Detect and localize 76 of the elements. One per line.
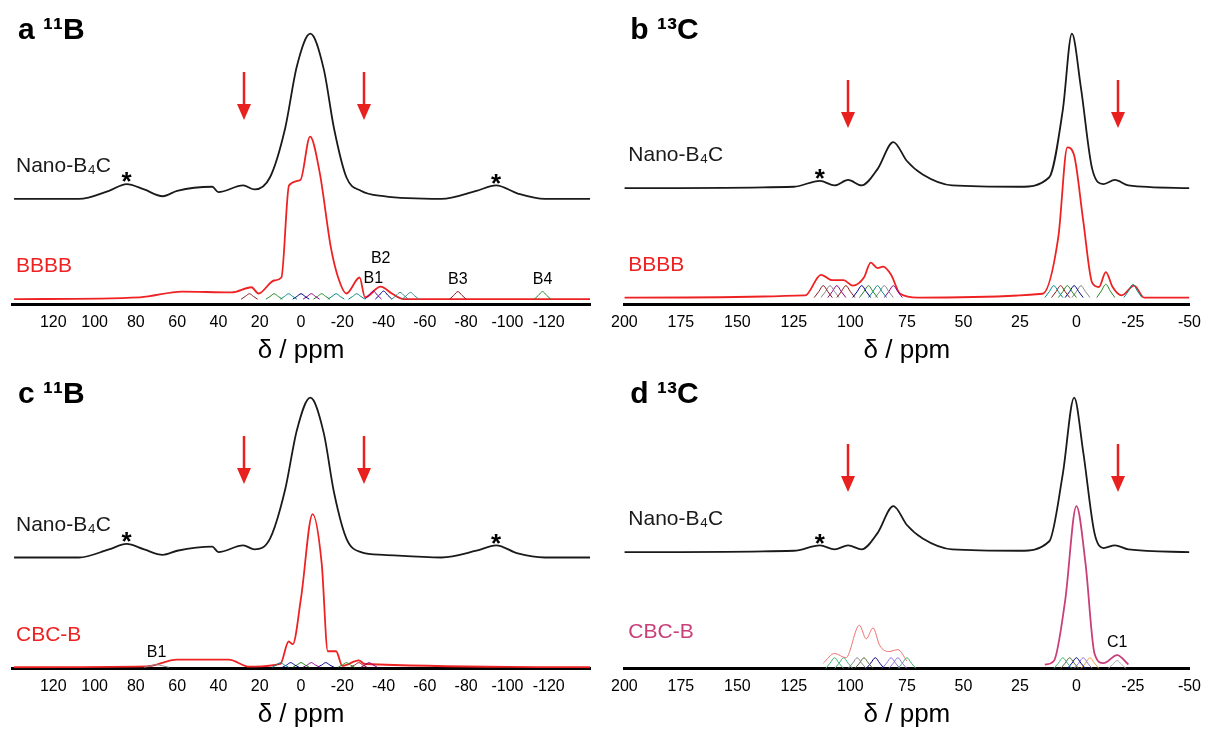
x-tick-label: 125 — [780, 312, 808, 330]
x-tick-label: 150 — [724, 676, 751, 694]
x-tick-label: 125 — [780, 676, 808, 694]
series-label: Nano-B₄C — [628, 506, 724, 530]
chart-title: a ¹¹B — [18, 12, 85, 46]
x-tick-label: -100 — [491, 312, 524, 330]
annotation: B2 — [370, 249, 391, 267]
annotation: * — [121, 166, 133, 197]
x-tick-label: -120 — [532, 676, 565, 694]
x-tick-label: -25 — [1121, 676, 1145, 694]
x-tick-label: 0 — [1071, 312, 1081, 330]
x-tick-label: 100 — [81, 312, 109, 330]
chart-title: c ¹¹B — [18, 376, 85, 410]
x-tick-label: 60 — [168, 312, 187, 330]
annotation: * — [814, 527, 826, 558]
x-tick-label: 80 — [126, 676, 145, 694]
x-tick-label: -80 — [454, 676, 478, 694]
x-tick-label: 120 — [39, 676, 67, 694]
x-tick-label: 200 — [611, 676, 638, 694]
x-tick-label: 200 — [611, 312, 638, 330]
x-tick-label: -25 — [1121, 312, 1145, 330]
x-tick-label: 20 — [250, 312, 269, 330]
annotation: * — [491, 527, 503, 558]
x-tick-label: 25 — [1011, 312, 1029, 330]
x-tick-label: -120 — [532, 312, 565, 330]
x-axis-title: δ / ppm — [863, 333, 951, 364]
annotation: B3 — [448, 270, 468, 287]
x-tick-label: 150 — [724, 312, 751, 330]
series-label: CBC-B — [16, 621, 82, 645]
annotation: * — [121, 526, 133, 557]
x-tick-label: 175 — [667, 676, 695, 694]
x-tick-label: 75 — [897, 312, 916, 330]
x-tick-label: 20 — [250, 676, 269, 694]
x-tick-label: 0 — [296, 676, 306, 694]
series-label: Nano-B₄C — [628, 142, 724, 166]
x-tick-label: 0 — [296, 312, 306, 330]
text: CBC-B — [628, 618, 694, 642]
x-tick-label: 40 — [209, 676, 228, 694]
series-label: BBBB — [628, 251, 685, 275]
x-tick-label: 60 — [168, 676, 187, 694]
x-tick-label: -100 — [491, 676, 524, 694]
x-tick-label: 80 — [126, 312, 145, 330]
x-tick-label: 50 — [954, 676, 973, 694]
x-axis-title: δ / ppm — [257, 333, 345, 364]
annotation: B4 — [532, 270, 553, 287]
x-tick-label: -40 — [372, 676, 396, 694]
x-tick-label: 40 — [209, 312, 228, 330]
x-tick-label: -50 — [1177, 312, 1202, 330]
chart-title: b ¹³C — [630, 12, 699, 46]
x-tick-label: -20 — [330, 676, 354, 694]
annotation: B1 — [363, 269, 384, 287]
x-tick-label: -60 — [413, 312, 437, 330]
annotation: * — [814, 162, 826, 193]
x-tick-label: 100 — [837, 312, 864, 330]
x-tick-label: 100 — [81, 676, 109, 694]
series-label: Nano-B₄C — [16, 153, 111, 177]
x-tick-label: 25 — [1011, 676, 1029, 694]
x-tick-label: 175 — [667, 312, 695, 330]
x-axis-title: δ / ppm — [863, 697, 951, 728]
annotation: * — [491, 167, 503, 198]
x-tick-label: 120 — [39, 312, 67, 330]
x-tick-label: -50 — [1177, 676, 1202, 694]
x-tick-label: -40 — [372, 312, 396, 330]
x-tick-label: 100 — [837, 676, 864, 694]
series-label: Nano-B₄C — [16, 511, 111, 535]
x-tick-label: -20 — [330, 312, 354, 330]
x-axis-title: δ / ppm — [257, 697, 345, 728]
annotation: C1 — [1106, 633, 1128, 651]
x-tick-label: 75 — [897, 676, 916, 694]
chart-title: d ¹³C — [630, 376, 699, 410]
x-tick-label: -80 — [454, 312, 478, 330]
annotation: B1 — [146, 642, 167, 660]
series-label: BBBB — [16, 253, 73, 277]
x-tick-label: 0 — [1071, 676, 1081, 694]
x-tick-label: -60 — [413, 676, 437, 694]
x-tick-label: 50 — [954, 312, 973, 330]
